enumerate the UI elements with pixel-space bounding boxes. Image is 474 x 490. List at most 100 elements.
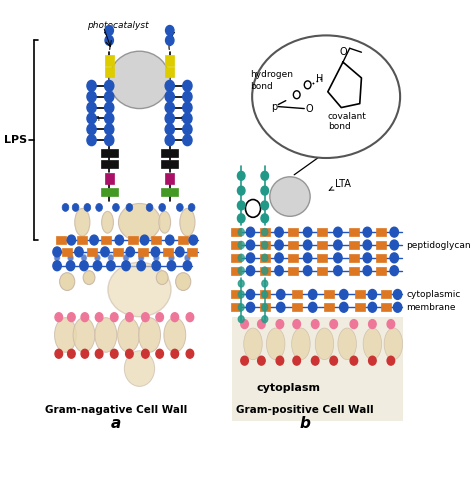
Bar	[101, 160, 118, 168]
Text: covalant: covalant	[328, 112, 367, 121]
Circle shape	[276, 356, 283, 365]
Bar	[62, 248, 72, 256]
Circle shape	[334, 227, 342, 237]
Circle shape	[257, 356, 265, 365]
Circle shape	[123, 254, 129, 261]
Circle shape	[238, 228, 245, 236]
Circle shape	[369, 356, 376, 365]
Circle shape	[261, 214, 269, 223]
Circle shape	[124, 351, 155, 387]
Bar	[178, 236, 188, 244]
Circle shape	[165, 35, 174, 45]
Circle shape	[54, 254, 60, 261]
Circle shape	[390, 253, 399, 263]
Circle shape	[387, 319, 395, 328]
Ellipse shape	[109, 51, 170, 109]
Circle shape	[257, 319, 265, 328]
Bar	[161, 149, 178, 157]
Circle shape	[75, 247, 83, 257]
Circle shape	[165, 25, 174, 35]
Circle shape	[393, 290, 402, 299]
Bar	[288, 267, 299, 275]
Bar	[349, 228, 359, 236]
Circle shape	[261, 201, 269, 210]
Bar	[165, 55, 174, 66]
Circle shape	[81, 254, 87, 261]
Circle shape	[95, 313, 103, 321]
Bar	[231, 241, 241, 249]
Circle shape	[151, 247, 160, 257]
Circle shape	[110, 349, 118, 358]
Bar	[349, 267, 359, 275]
Circle shape	[87, 135, 96, 146]
Circle shape	[339, 290, 348, 299]
Text: p: p	[271, 101, 277, 112]
Text: LTA: LTA	[329, 179, 350, 190]
Bar	[349, 254, 359, 262]
Bar	[355, 303, 365, 311]
Circle shape	[293, 91, 300, 98]
Bar	[381, 303, 391, 311]
Circle shape	[105, 91, 114, 102]
Bar	[138, 248, 148, 256]
Circle shape	[246, 266, 255, 276]
Circle shape	[293, 319, 301, 328]
Circle shape	[246, 227, 255, 237]
Circle shape	[126, 203, 133, 211]
Text: Gram-nagative Cell Wall: Gram-nagative Cell Wall	[45, 405, 187, 415]
Circle shape	[84, 203, 91, 211]
Circle shape	[72, 203, 79, 211]
Bar	[260, 228, 270, 236]
Circle shape	[363, 266, 372, 276]
Circle shape	[68, 254, 73, 261]
Circle shape	[55, 313, 63, 321]
Circle shape	[115, 235, 124, 245]
Circle shape	[246, 240, 255, 250]
Circle shape	[165, 135, 174, 146]
Circle shape	[81, 349, 89, 358]
Circle shape	[156, 270, 168, 285]
Circle shape	[146, 203, 153, 211]
Text: peptidoglycan: peptidoglycan	[406, 241, 471, 249]
Ellipse shape	[363, 328, 382, 360]
Circle shape	[275, 240, 283, 250]
Circle shape	[261, 186, 269, 195]
Bar	[292, 303, 302, 311]
Circle shape	[368, 302, 376, 312]
Circle shape	[122, 261, 130, 270]
Circle shape	[105, 113, 114, 124]
Circle shape	[261, 254, 268, 262]
Text: O: O	[339, 47, 347, 57]
Circle shape	[168, 254, 174, 261]
Bar	[260, 291, 270, 298]
Ellipse shape	[180, 208, 195, 236]
Circle shape	[165, 124, 174, 135]
Circle shape	[83, 270, 95, 285]
Bar	[151, 236, 161, 244]
Bar	[165, 67, 174, 77]
Text: O: O	[306, 103, 313, 114]
Circle shape	[183, 124, 192, 135]
Bar	[105, 55, 114, 66]
Bar	[231, 254, 241, 262]
Text: bond: bond	[328, 122, 351, 131]
Bar	[381, 291, 391, 298]
Circle shape	[60, 272, 75, 291]
Circle shape	[293, 356, 301, 365]
Circle shape	[237, 172, 245, 180]
Circle shape	[238, 291, 244, 298]
Circle shape	[276, 319, 283, 328]
Circle shape	[304, 81, 311, 89]
Circle shape	[276, 290, 285, 299]
Circle shape	[238, 241, 245, 249]
Ellipse shape	[95, 318, 117, 352]
Circle shape	[238, 304, 244, 311]
Bar	[101, 149, 118, 157]
Text: hydrogen: hydrogen	[250, 71, 293, 79]
Circle shape	[237, 201, 245, 210]
Circle shape	[165, 235, 174, 245]
Circle shape	[138, 254, 144, 261]
Circle shape	[94, 254, 100, 261]
Circle shape	[66, 261, 75, 270]
Ellipse shape	[138, 318, 161, 352]
